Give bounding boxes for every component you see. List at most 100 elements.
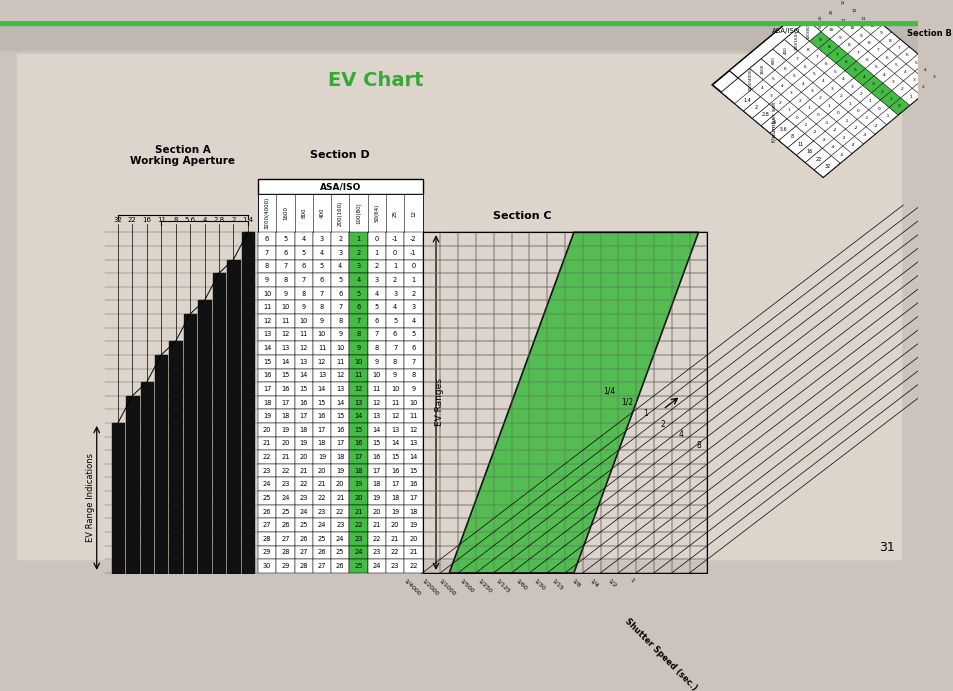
Text: 8: 8 xyxy=(283,277,287,283)
Bar xyxy=(818,39,838,56)
Bar xyxy=(826,46,847,64)
Text: 6: 6 xyxy=(885,56,887,59)
Bar xyxy=(771,77,792,95)
Text: 20: 20 xyxy=(354,495,362,501)
Bar xyxy=(294,396,313,409)
Text: 1: 1 xyxy=(868,100,871,103)
Bar xyxy=(257,464,276,477)
Bar xyxy=(349,491,367,504)
Bar xyxy=(404,382,422,396)
Text: 12: 12 xyxy=(391,413,399,419)
Bar xyxy=(386,314,404,328)
Bar xyxy=(888,98,909,115)
Text: 8: 8 xyxy=(173,217,177,223)
Bar xyxy=(854,126,874,144)
Text: 32: 32 xyxy=(113,217,122,223)
Text: 2: 2 xyxy=(393,277,396,283)
Text: 5: 5 xyxy=(812,72,815,76)
Bar xyxy=(900,88,921,105)
Bar xyxy=(331,546,349,559)
Text: 12: 12 xyxy=(299,345,308,351)
Bar xyxy=(781,85,801,102)
Text: 6: 6 xyxy=(283,249,287,256)
Text: 15: 15 xyxy=(263,359,271,365)
Bar xyxy=(313,559,331,573)
Bar xyxy=(844,120,865,136)
Text: 17: 17 xyxy=(335,440,344,446)
Text: 3200(4000): 3200(4000) xyxy=(748,67,752,91)
Bar xyxy=(871,83,891,100)
Text: 12: 12 xyxy=(411,209,416,216)
Bar xyxy=(801,82,821,100)
Text: 23: 23 xyxy=(335,522,344,528)
Text: -2: -2 xyxy=(832,128,837,132)
Bar xyxy=(386,451,404,464)
Bar xyxy=(404,464,422,477)
Bar xyxy=(154,355,168,573)
Text: 0: 0 xyxy=(857,109,859,113)
Bar xyxy=(112,423,124,573)
Text: 23: 23 xyxy=(354,536,362,542)
Bar xyxy=(313,232,331,246)
Text: 31: 31 xyxy=(879,540,894,553)
Text: 23: 23 xyxy=(299,495,308,501)
Text: 22: 22 xyxy=(281,468,290,473)
Text: 5.6: 5.6 xyxy=(779,127,786,132)
Bar xyxy=(806,107,827,124)
Bar xyxy=(877,108,897,124)
Bar xyxy=(241,232,253,573)
Bar xyxy=(349,409,367,423)
Text: 10: 10 xyxy=(317,332,326,337)
Text: 5: 5 xyxy=(771,77,774,81)
Bar xyxy=(367,355,386,368)
Bar xyxy=(404,559,422,573)
Bar xyxy=(257,437,276,451)
Bar xyxy=(349,273,367,287)
Text: 19: 19 xyxy=(373,495,380,501)
Bar xyxy=(331,396,349,409)
Text: 2: 2 xyxy=(900,87,902,91)
Text: 5: 5 xyxy=(337,277,342,283)
Bar xyxy=(887,39,908,57)
Text: 4: 4 xyxy=(760,86,762,91)
Text: 1: 1 xyxy=(411,277,415,283)
Text: 25: 25 xyxy=(829,9,833,14)
Bar xyxy=(720,78,825,166)
Bar xyxy=(276,314,294,328)
Text: 2: 2 xyxy=(880,90,882,94)
Bar xyxy=(774,61,795,77)
Bar xyxy=(422,232,707,573)
Bar xyxy=(276,301,294,314)
Text: 0: 0 xyxy=(816,113,819,117)
Bar xyxy=(349,464,367,477)
Text: 18: 18 xyxy=(281,413,290,419)
Bar xyxy=(367,518,386,532)
Bar xyxy=(879,32,900,49)
Text: 11: 11 xyxy=(156,217,166,223)
Bar xyxy=(783,68,803,85)
Bar xyxy=(823,64,844,80)
Text: -3: -3 xyxy=(862,133,866,138)
Text: 3: 3 xyxy=(356,263,360,269)
Bar xyxy=(404,355,422,368)
Text: 6: 6 xyxy=(844,60,847,64)
Bar xyxy=(349,232,367,246)
Bar xyxy=(257,193,422,232)
Text: 8: 8 xyxy=(411,372,416,378)
Text: 18: 18 xyxy=(335,454,344,460)
Bar xyxy=(404,260,422,273)
Bar xyxy=(404,409,422,423)
Text: 4: 4 xyxy=(801,82,803,86)
Text: 7: 7 xyxy=(393,345,396,351)
Text: 6: 6 xyxy=(864,58,867,62)
Bar xyxy=(792,75,812,92)
Bar xyxy=(367,301,386,314)
Text: 15: 15 xyxy=(317,399,326,406)
Text: 0: 0 xyxy=(375,236,378,242)
Text: 9: 9 xyxy=(265,277,269,283)
Bar xyxy=(404,546,422,559)
Bar xyxy=(313,368,331,382)
Text: 9: 9 xyxy=(818,38,821,42)
Text: 21: 21 xyxy=(409,549,417,556)
Text: 4: 4 xyxy=(781,84,783,88)
